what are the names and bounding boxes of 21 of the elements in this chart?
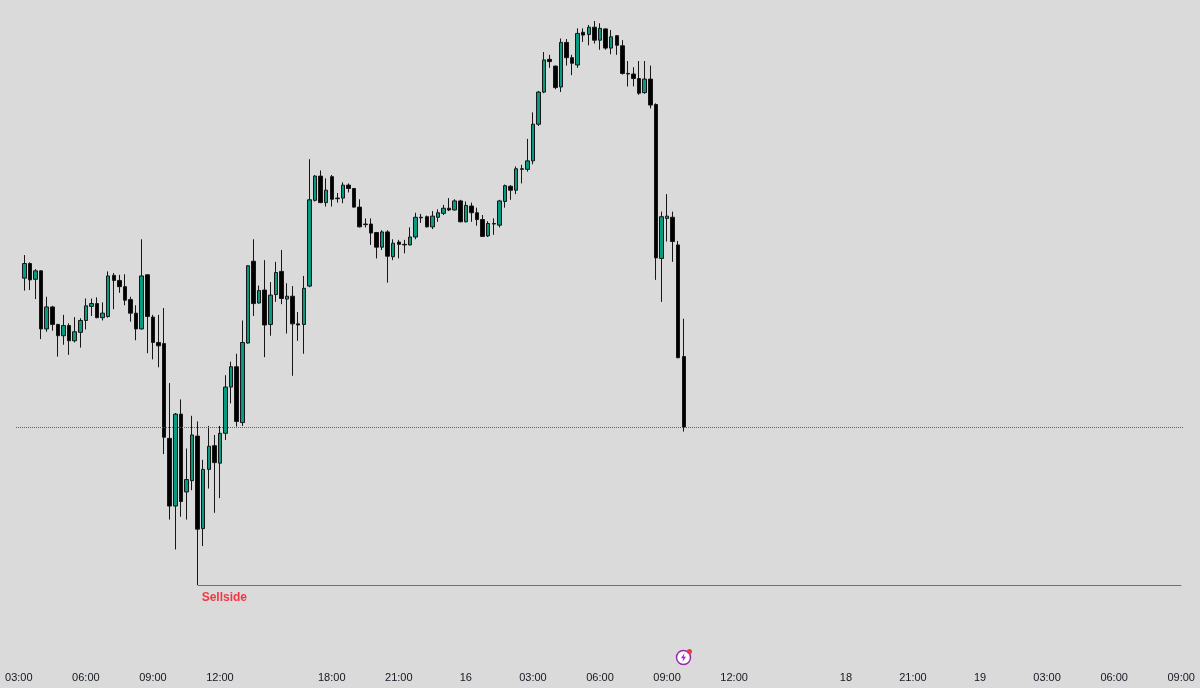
x-tick-label: 06:00: [72, 670, 100, 683]
x-tick-label: 09:00: [653, 670, 681, 683]
x-tick-label: 03:00: [1033, 670, 1061, 683]
x-tick-label: 06:00: [586, 670, 614, 683]
x-tick-label: 09:00: [1167, 670, 1195, 683]
x-tick-label: 21:00: [899, 670, 927, 683]
x-tick-label: 03:00: [5, 670, 33, 683]
x-tick-label: 16: [459, 670, 472, 683]
candlestick: [676, 240, 680, 359]
ref-line-label: Sellside: [201, 590, 248, 604]
x-tick-label: 12:00: [206, 670, 234, 683]
x-tick-label: 18: [839, 670, 853, 683]
x-tick-label: 12:00: [720, 670, 748, 683]
x-tick-label: 03:00: [519, 670, 547, 683]
candlestick: [302, 275, 306, 355]
x-tick-label: 06:00: [1100, 670, 1128, 683]
x-tick-label: 18:00: [317, 670, 346, 683]
candlestick: [682, 318, 686, 433]
x-tick-label: 09:00: [139, 670, 167, 683]
x-tick-label: 21:00: [385, 670, 413, 683]
x-tick-label: 19: [973, 670, 987, 683]
